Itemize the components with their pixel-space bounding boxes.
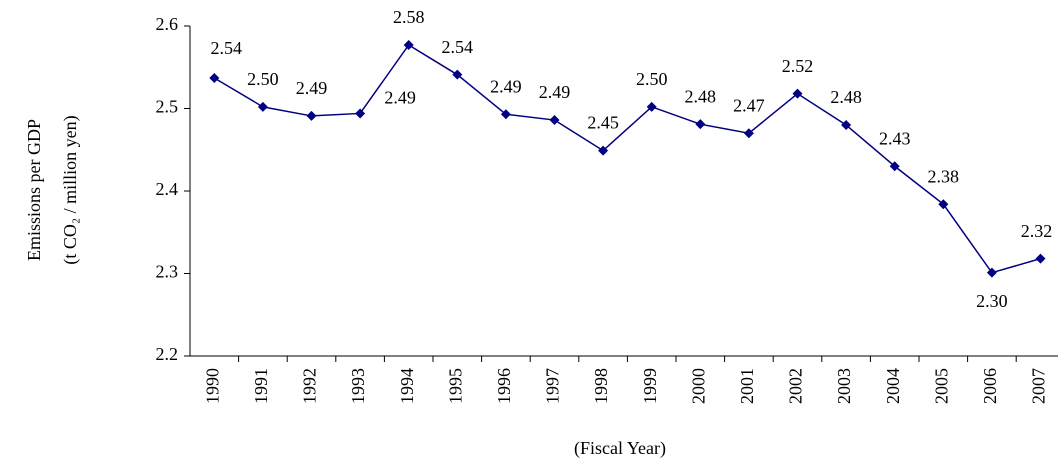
data-label: 2.58 — [393, 7, 425, 27]
marker — [452, 69, 463, 80]
x-tick-label: 2006 — [980, 368, 1000, 404]
marker — [792, 88, 803, 99]
data-label: 2.48 — [685, 86, 717, 106]
marker — [889, 161, 900, 172]
data-label: 2.50 — [247, 69, 279, 89]
marker — [403, 39, 414, 50]
x-tick-label: 1991 — [251, 368, 271, 404]
x-tick-label: 1994 — [397, 368, 417, 404]
y-axis-label: Emissions per GDP — [24, 119, 44, 261]
x-tick-label: 2005 — [931, 368, 951, 404]
marker — [549, 115, 560, 126]
x-tick-label: 2004 — [883, 368, 903, 404]
x-tick-label: 1995 — [445, 368, 465, 404]
y-tick-label: 2.4 — [156, 179, 179, 199]
y-tick-label: 2.6 — [156, 14, 179, 34]
data-label: 2.30 — [976, 291, 1008, 311]
data-label: 2.54 — [211, 38, 243, 58]
marker — [695, 119, 706, 130]
x-tick-label: 1992 — [300, 368, 320, 404]
data-label: 2.49 — [384, 88, 416, 108]
data-label: 2.49 — [296, 78, 328, 98]
data-label: 2.43 — [879, 128, 911, 148]
marker — [1035, 253, 1046, 264]
data-label: 2.50 — [636, 69, 668, 89]
y-axis-label: (t CO₂ / million yen) — [60, 115, 81, 264]
marker — [938, 199, 949, 210]
marker — [841, 120, 852, 130]
x-tick-label: 2001 — [737, 368, 757, 404]
series-line — [213, 43, 1041, 274]
x-tick-label: 1998 — [591, 368, 611, 404]
x-tick-label: 1999 — [640, 368, 660, 404]
marker — [500, 109, 511, 120]
marker — [986, 267, 997, 278]
data-label: 2.45 — [587, 113, 619, 133]
x-tick-label: 2003 — [834, 368, 854, 404]
data-label: 2.32 — [1021, 221, 1053, 241]
data-label: 2.49 — [539, 82, 571, 102]
marker — [306, 110, 317, 121]
data-label: 2.47 — [733, 95, 765, 115]
marker — [646, 101, 657, 112]
x-tick-label: 2000 — [688, 368, 708, 404]
data-label: 2.38 — [928, 166, 960, 186]
marker — [257, 101, 268, 112]
y-tick-label: 2.2 — [156, 344, 179, 364]
data-label: 2.49 — [490, 76, 522, 96]
data-label: 2.54 — [442, 37, 474, 57]
marker — [355, 108, 366, 119]
marker — [598, 145, 609, 156]
x-tick-label: 1990 — [202, 368, 222, 404]
marker — [743, 128, 754, 139]
x-tick-label: 2007 — [1029, 368, 1049, 404]
marker — [209, 72, 220, 83]
x-axis-label: (Fiscal Year) — [574, 438, 666, 459]
x-tick-label: 1993 — [348, 368, 368, 404]
x-tick-label: 2002 — [786, 368, 806, 404]
data-label: 2.52 — [782, 56, 814, 76]
y-tick-label: 2.3 — [156, 262, 179, 282]
x-tick-label: 1997 — [543, 368, 563, 404]
data-label: 2.48 — [830, 87, 862, 107]
y-tick-label: 2.5 — [156, 97, 179, 117]
x-tick-label: 1996 — [494, 368, 514, 404]
